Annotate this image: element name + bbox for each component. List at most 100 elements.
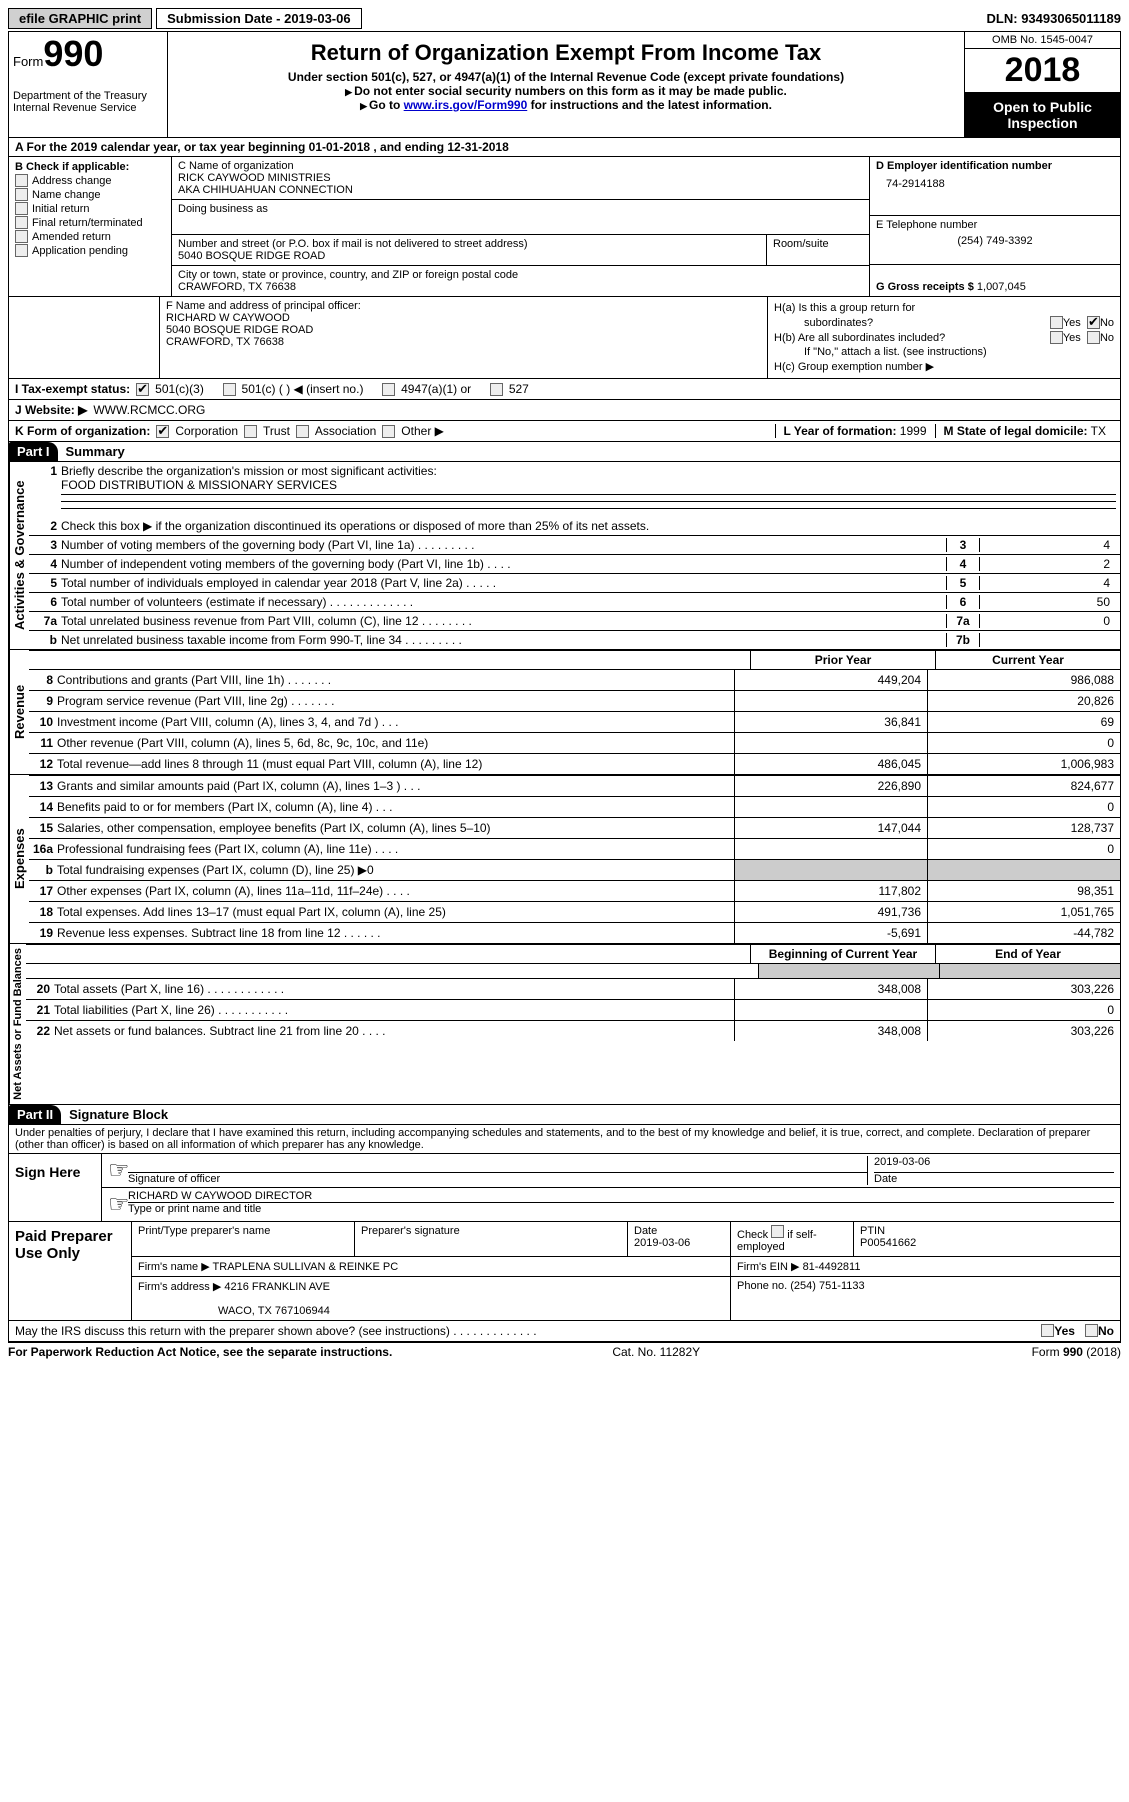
block-fgh: F Name and address of principal officer:… <box>9 297 1120 379</box>
form-container: Form990 Department of the Treasury Inter… <box>8 31 1121 1343</box>
submission-date: Submission Date - 2019-03-06 <box>156 8 362 29</box>
side-label-net: Net Assets or Fund Balances <box>9 944 26 1104</box>
row-j: J Website: ▶ WWW.RCMCC.ORG <box>9 400 1120 421</box>
officer-addr: 5040 BOSQUE RIDGE ROAD <box>166 324 761 336</box>
firm-phone: (254) 751-1133 <box>790 1280 864 1292</box>
tax-exempt-label: I Tax-exempt status: <box>15 382 130 396</box>
efile-print-button[interactable]: efile GRAPHIC print <box>8 8 152 29</box>
part2-header: Part II Signature Block <box>9 1105 1120 1125</box>
chk-association[interactable] <box>296 425 309 438</box>
sig-arrow-icon-2: ☞ <box>108 1190 128 1219</box>
chk-501c[interactable] <box>223 383 236 396</box>
footer-left: For Paperwork Reduction Act Notice, see … <box>8 1345 392 1359</box>
chk-initial-return[interactable] <box>15 202 28 215</box>
side-label-expenses: Expenses <box>9 775 29 943</box>
table-row: 14Benefits paid to or for members (Part … <box>29 796 1120 817</box>
sign-here-label: Sign Here <box>9 1154 102 1221</box>
table-row: 3Number of voting members of the governi… <box>29 535 1120 554</box>
officer-label: F Name and address of principal officer: <box>166 300 761 312</box>
table-row: 12Total revenue—add lines 8 through 11 (… <box>29 753 1120 774</box>
table-row: 9Program service revenue (Part VIII, lin… <box>29 690 1120 711</box>
row-k: K Form of organization: Corporation Trus… <box>9 421 1120 442</box>
header-mid: Return of Organization Exempt From Incom… <box>168 32 964 137</box>
footer: For Paperwork Reduction Act Notice, see … <box>8 1343 1121 1359</box>
table-row: 21Total liabilities (Part X, line 26) . … <box>26 999 1120 1020</box>
officer-city: CRAWFORD, TX 76638 <box>166 336 761 348</box>
chk-amended-return[interactable] <box>15 230 28 243</box>
chk-discuss-no[interactable] <box>1085 1324 1098 1337</box>
dept-irs: Internal Revenue Service <box>13 102 163 114</box>
table-row: bTotal fundraising expenses (Part IX, co… <box>29 859 1120 880</box>
part2-label: Part II <box>9 1105 61 1124</box>
section-expenses: Expenses 13Grants and similar amounts pa… <box>9 775 1120 944</box>
chk-other[interactable] <box>382 425 395 438</box>
table-row: 20Total assets (Part X, line 16) . . . .… <box>26 978 1120 999</box>
header-left: Form990 Department of the Treasury Inter… <box>9 32 168 137</box>
chk-527[interactable] <box>490 383 503 396</box>
city-label: City or town, state or province, country… <box>178 269 863 281</box>
dba-label: Doing business as <box>178 203 863 215</box>
form-number: 990 <box>43 33 103 74</box>
sig-arrow-icon: ☞ <box>108 1156 128 1185</box>
col-d: D Employer identification number 74-2914… <box>870 157 1120 296</box>
dept-treasury: Department of the Treasury <box>13 90 163 102</box>
chk-hb-yes[interactable] <box>1050 331 1063 344</box>
side-label-revenue: Revenue <box>9 650 29 774</box>
chk-application-pending[interactable] <box>15 244 28 257</box>
block-f: F Name and address of principal officer:… <box>160 297 768 378</box>
section-net-assets: Net Assets or Fund Balances Beginning of… <box>9 944 1120 1105</box>
block-bcd: B Check if applicable: Address change Na… <box>9 157 1120 297</box>
state-domicile: TX <box>1091 424 1106 438</box>
current-year-header: Current Year <box>935 651 1120 669</box>
block-h: H(a) Is this a group return for subordin… <box>768 297 1120 378</box>
chk-self-employed[interactable] <box>771 1225 784 1238</box>
dln: DLN: 93493065011189 <box>987 11 1121 26</box>
discuss-text: May the IRS discuss this return with the… <box>15 1324 537 1338</box>
header-right: OMB No. 1545-0047 2018 Open to PublicIns… <box>964 32 1120 137</box>
street-address: 5040 BOSQUE RIDGE ROAD <box>178 250 760 262</box>
fgh-spacer <box>9 297 160 378</box>
end-year-header: End of Year <box>935 945 1120 963</box>
firm-addr1: 4216 FRANKLIN AVE <box>224 1281 330 1293</box>
table-row: 17Other expenses (Part IX, column (A), l… <box>29 880 1120 901</box>
table-row: bNet unrelated business taxable income f… <box>29 630 1120 649</box>
firm-ein: 81-4492811 <box>803 1261 861 1273</box>
org-name-1: RICK CAYWOOD MINISTRIES <box>178 172 863 184</box>
tel-value: (254) 749-3392 <box>876 231 1114 247</box>
side-label-ag: Activities & Governance <box>9 462 29 649</box>
beginning-year-header: Beginning of Current Year <box>750 945 935 963</box>
print-name-label: Type or print name and title <box>128 1203 1114 1215</box>
chk-final-return[interactable] <box>15 216 28 229</box>
footer-right: Form 990 (2018) <box>1032 1345 1121 1359</box>
prior-year-header: Prior Year <box>750 651 935 669</box>
table-row: 4Number of independent voting members of… <box>29 554 1120 573</box>
table-row: 22Net assets or fund balances. Subtract … <box>26 1020 1120 1041</box>
subtitle-3: Go to www.irs.gov/Form990 for instructio… <box>172 98 960 112</box>
chk-4947[interactable] <box>382 383 395 396</box>
col-b: B Check if applicable: Address change Na… <box>9 157 172 296</box>
chk-ha-no[interactable] <box>1087 316 1100 329</box>
table-row: 19Revenue less expenses. Subtract line 1… <box>29 922 1120 943</box>
section-revenue: Revenue Prior Year Current Year 8Contrib… <box>9 650 1120 775</box>
chk-name-change[interactable] <box>15 188 28 201</box>
chk-corporation[interactable] <box>156 425 169 438</box>
chk-address-change[interactable] <box>15 174 28 187</box>
ein-value: 74-2914188 <box>876 172 1114 196</box>
ein-label: D Employer identification number <box>876 160 1114 172</box>
discuss-row: May the IRS discuss this return with the… <box>9 1321 1120 1342</box>
org-name-label: C Name of organization <box>178 160 863 172</box>
line1-value: FOOD DISTRIBUTION & MISSIONARY SERVICES <box>61 478 337 492</box>
part1-header: Part I Summary <box>9 442 1120 462</box>
chk-hb-no[interactable] <box>1087 331 1100 344</box>
part1-title: Summary <box>58 442 133 461</box>
open-inspection: Open to PublicInspection <box>965 93 1120 137</box>
col-b-header: B Check if applicable: <box>15 161 165 173</box>
chk-discuss-yes[interactable] <box>1041 1324 1054 1337</box>
chk-501c3[interactable] <box>136 383 149 396</box>
chk-ha-yes[interactable] <box>1050 316 1063 329</box>
year-formation: 1999 <box>900 424 927 438</box>
table-row: 18Total expenses. Add lines 13–17 (must … <box>29 901 1120 922</box>
irs-link[interactable]: www.irs.gov/Form990 <box>404 98 528 112</box>
table-row: 5Total number of individuals employed in… <box>29 573 1120 592</box>
chk-trust[interactable] <box>244 425 257 438</box>
